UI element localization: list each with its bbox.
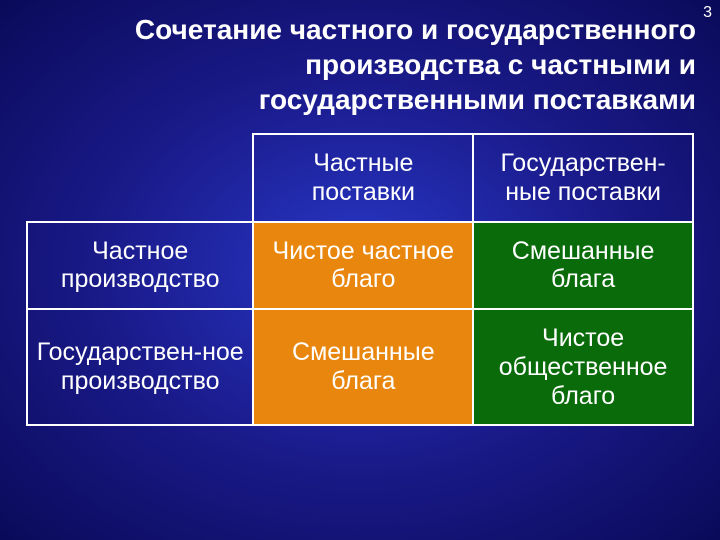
row-label-private-prod: Частное производство xyxy=(27,222,253,310)
cell-pure-public-good: Чистое общественное благо xyxy=(473,309,693,425)
header-empty xyxy=(27,134,253,222)
cell-pure-private-good: Чистое частное благо xyxy=(253,222,473,310)
header-private-supply: Частные поставки xyxy=(253,134,473,222)
goods-table: Частные поставки Государствен-ные постав… xyxy=(26,133,694,426)
table-row-state-prod: Государствен-ное производство Смешанные … xyxy=(27,309,693,425)
cell-mixed-goods-1: Смешанные блага xyxy=(473,222,693,310)
header-state-supply: Государствен-ные поставки xyxy=(473,134,693,222)
table-container: Частные поставки Государствен-ные постав… xyxy=(0,125,720,426)
row-label-state-prod: Государствен-ное производство xyxy=(27,309,253,425)
title-line-3: государственными поставками xyxy=(259,84,696,115)
title-line-1: Сочетание частного и государственного xyxy=(135,14,696,45)
title-line-2: производства с частными и xyxy=(305,49,696,80)
slide-title: Сочетание частного и государственного пр… xyxy=(0,0,720,125)
page-number: 3 xyxy=(703,4,712,22)
table-row-private-prod: Частное производство Чистое частное благ… xyxy=(27,222,693,310)
table-header-row: Частные поставки Государствен-ные постав… xyxy=(27,134,693,222)
cell-mixed-goods-2: Смешанные блага xyxy=(253,309,473,425)
